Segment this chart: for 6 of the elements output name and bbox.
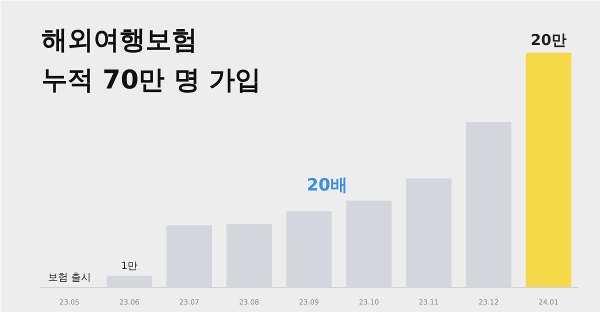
data-label: 20만: [530, 30, 566, 49]
chart-title: 해외여행보험 누적 70만 명 가입: [42, 26, 261, 96]
bar: [526, 52, 572, 288]
annotation: 보험 출시: [48, 272, 92, 284]
data-label: 1만: [121, 260, 138, 272]
annotation: 20배: [306, 175, 348, 196]
